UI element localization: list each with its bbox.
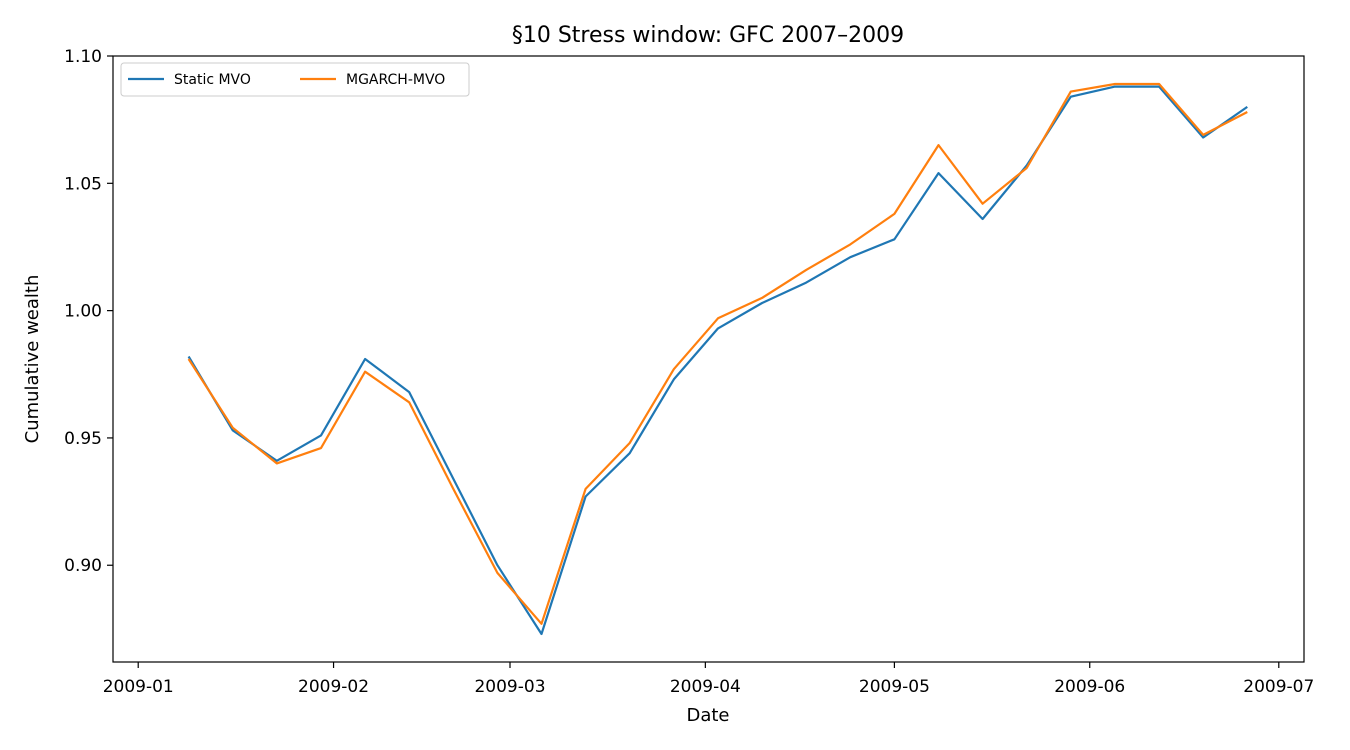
y-axis-label: Cumulative wealth: [22, 275, 43, 444]
y-axis: 0.90 0.95 1.00 1.05 1.10: [64, 47, 113, 576]
legend-label-mgarch-mvo: MGARCH-MVO: [346, 72, 445, 88]
y-tick-label: 1.00: [64, 302, 102, 322]
x-tick-label: 2009-01: [103, 677, 174, 697]
x-tick-label: 2009-05: [859, 677, 930, 697]
y-tick-label: 1.05: [64, 174, 102, 194]
series-line-mgarch-mvo: [187, 82, 1248, 625]
legend: Static MVO MGARCH-MVO: [120, 62, 470, 97]
x-tick-label: 2009-06: [1054, 677, 1125, 697]
plot-lines: [187, 82, 1248, 636]
y-tick-label: 1.10: [64, 47, 102, 67]
x-axis-label: Date: [686, 705, 729, 726]
x-tick-label: 2009-04: [670, 677, 741, 697]
x-tick-label: 2009-03: [474, 677, 545, 697]
x-tick-label: 2009-07: [1243, 677, 1314, 697]
chart-title: §10 Stress window: GFC 2007–2009: [512, 23, 904, 48]
y-tick-label: 0.90: [64, 556, 102, 576]
legend-label-static-mvo: Static MVO: [174, 72, 251, 88]
y-tick-label: 0.95: [64, 429, 102, 449]
series-line-static-mvo: [187, 85, 1248, 636]
x-axis: 2009-01 2009-02 2009-03 2009-04 2009-05 2009-…: [103, 662, 1314, 697]
x-tick-label: 2009-02: [298, 677, 369, 697]
plot-frame: [112, 55, 1305, 663]
legend-box: [120, 62, 470, 97]
